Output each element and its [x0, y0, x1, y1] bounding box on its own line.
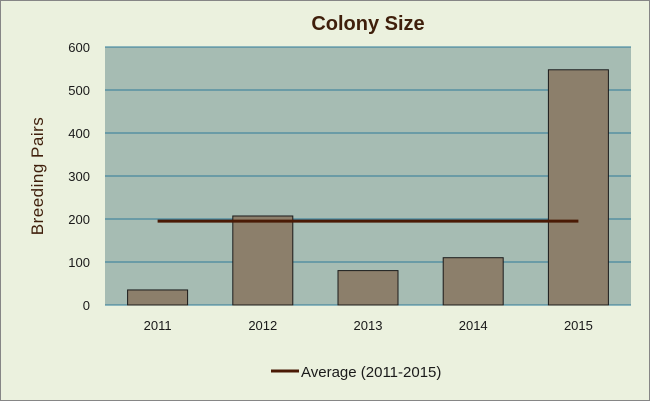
- bars: [127, 69, 609, 306]
- y-tick-label: 600: [68, 40, 90, 55]
- x-tick-label: 2012: [248, 318, 277, 333]
- bar-2011: [127, 289, 189, 306]
- y-tick-label: 400: [68, 126, 90, 141]
- chart-title: Colony Size: [311, 13, 424, 35]
- bar-2012: [232, 215, 294, 306]
- bar-2013: [337, 270, 399, 306]
- bar-2015: [547, 69, 609, 306]
- legend-label-average: Average (2011-2015): [301, 364, 441, 381]
- x-tick-label: 2011: [144, 318, 172, 333]
- y-tick-label: 0: [83, 298, 90, 313]
- y-tick-label: 100: [68, 255, 90, 270]
- y-axis-title: Breeding Pairs: [28, 117, 47, 236]
- y-tick-label: 300: [68, 169, 90, 184]
- y-tick-labels: 0 100 200 300 400 500 600: [68, 40, 90, 313]
- y-tick-label: 200: [68, 212, 90, 227]
- gridlines: [105, 46, 631, 306]
- x-tick-labels: 2011 2012 2013 2014 2015: [144, 318, 593, 333]
- bar-2014: [442, 257, 504, 306]
- x-tick-label: 2014: [459, 318, 488, 333]
- x-tick-label: 2013: [354, 318, 383, 333]
- legend: Average (2011-2015): [271, 364, 441, 381]
- x-tick-label: 2015: [564, 318, 593, 333]
- y-tick-label: 500: [68, 83, 90, 98]
